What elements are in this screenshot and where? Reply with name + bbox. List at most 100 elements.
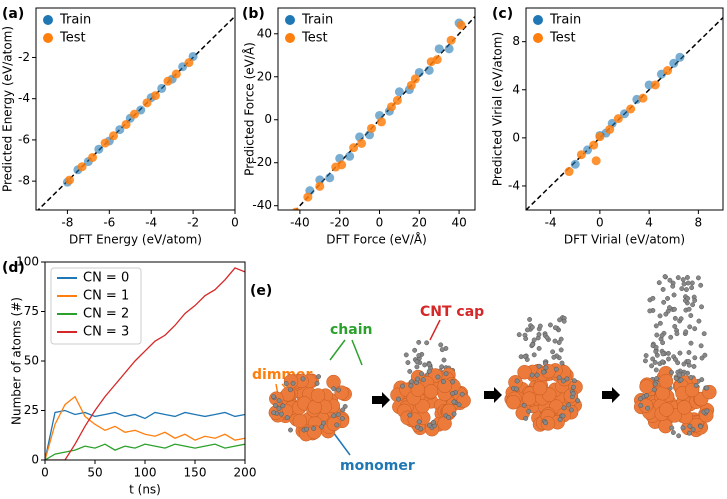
legend-label: Train	[301, 13, 333, 28]
carbon-atom	[568, 407, 574, 413]
carbon-atom	[560, 413, 566, 419]
carbon-atom	[669, 369, 674, 375]
point	[589, 140, 599, 150]
y-tick-label: 25	[24, 403, 39, 417]
x-tick-label: 50	[87, 466, 102, 480]
carbon-atom	[663, 311, 669, 317]
point	[570, 159, 580, 169]
chain-label: chain	[330, 322, 372, 338]
carbon-atom	[675, 275, 681, 281]
carbon-atom	[652, 381, 658, 387]
panel-label: (d)	[2, 260, 25, 276]
carbon-atom	[686, 359, 691, 364]
carbon-atom	[692, 326, 698, 332]
arrow	[429, 319, 441, 341]
metal-atom	[292, 413, 308, 429]
carbon-atom	[695, 275, 701, 281]
legend-label: CN = 2	[83, 307, 129, 322]
point	[564, 167, 574, 177]
carbon-atom	[529, 372, 535, 378]
carbon-atom	[653, 344, 659, 350]
carbon-atom	[314, 381, 320, 386]
carbon-atom	[276, 405, 282, 411]
point	[446, 35, 456, 45]
carbon-atom	[416, 339, 422, 345]
carbon-atom	[316, 374, 322, 380]
legend-label: Test	[549, 31, 576, 46]
metal-atom	[517, 364, 532, 380]
point	[638, 93, 648, 103]
y-axis-label: Number of atoms (#)	[10, 297, 24, 425]
carbon-atom	[677, 350, 683, 356]
carbon-atom	[685, 295, 691, 301]
legend-marker	[285, 33, 295, 43]
carbon-atom	[283, 381, 289, 387]
y-tick-label: 40	[257, 26, 272, 40]
carbon-atom	[422, 362, 428, 368]
carbon-atom	[550, 349, 556, 355]
carbon-atom	[424, 340, 430, 346]
carbon-atom	[692, 297, 698, 303]
carbon-atom	[407, 412, 413, 418]
legend-label: Test	[301, 31, 328, 46]
carbon-atom	[647, 308, 653, 314]
carbon-atom	[686, 350, 692, 355]
carbon-atom	[644, 393, 649, 398]
series-line	[45, 267, 245, 460]
carbon-atom	[654, 376, 659, 382]
carbon-atom	[451, 411, 457, 417]
carbon-atom	[681, 281, 687, 287]
carbon-atom	[536, 346, 542, 351]
carbon-atom	[650, 295, 656, 301]
x-axis-label: DFT Virial (eV/atom)	[564, 233, 685, 247]
legend-marker	[533, 33, 543, 43]
growth-diagram: (e) dimmer chain CNT cap monomer	[250, 274, 717, 474]
carbon-atom	[524, 327, 530, 333]
cnt-cap-label: CNT cap	[420, 304, 484, 320]
carbon-atom	[698, 423, 704, 429]
carbon-atom	[680, 425, 686, 431]
x-tick-label: 200	[234, 466, 257, 480]
carbon-atom	[687, 324, 693, 330]
carbon-atom	[659, 333, 665, 339]
carbon-atom	[556, 375, 562, 381]
carbon-atom	[672, 323, 678, 329]
carbon-atom	[680, 277, 686, 283]
carbon-atom	[654, 352, 660, 358]
carbon-atom	[412, 347, 418, 353]
carbon-atom	[529, 324, 535, 330]
y-tick-label: 8	[512, 34, 520, 48]
carbon-atom	[561, 318, 567, 324]
carbon-atom	[674, 331, 680, 337]
x-tick-label: -6	[103, 216, 115, 230]
point	[337, 160, 347, 170]
carbon-atom	[688, 313, 694, 318]
carbon-atom	[438, 342, 444, 348]
arrow	[329, 339, 346, 361]
legend-marker	[43, 15, 53, 25]
arrow	[372, 392, 390, 408]
carbon-atom	[547, 322, 553, 328]
x-tick-label: 40	[451, 216, 466, 230]
metal-atom	[658, 373, 674, 389]
point	[669, 58, 679, 68]
x-tick-label: 0	[41, 466, 49, 480]
carbon-atom	[656, 280, 662, 286]
carbon-atom	[665, 296, 671, 301]
carbon-atom	[531, 352, 537, 358]
y-axis-label: Predicted Force (eV/Å)	[242, 42, 257, 176]
carbon-atom	[649, 363, 655, 369]
carbon-atom	[513, 386, 519, 392]
metal-atom	[540, 416, 556, 431]
carbon-atom	[654, 332, 660, 338]
carbon-atom	[571, 378, 577, 384]
carbon-atom	[334, 422, 340, 428]
carbon-atom	[407, 368, 413, 374]
y-tick-label: 75	[24, 304, 39, 318]
carbon-atom	[672, 315, 678, 321]
point	[663, 66, 673, 76]
carbon-atom	[272, 402, 278, 408]
y-tick-label: -2	[18, 50, 30, 64]
monomer-label: monomer	[340, 458, 415, 474]
carbon-atom	[566, 402, 571, 408]
